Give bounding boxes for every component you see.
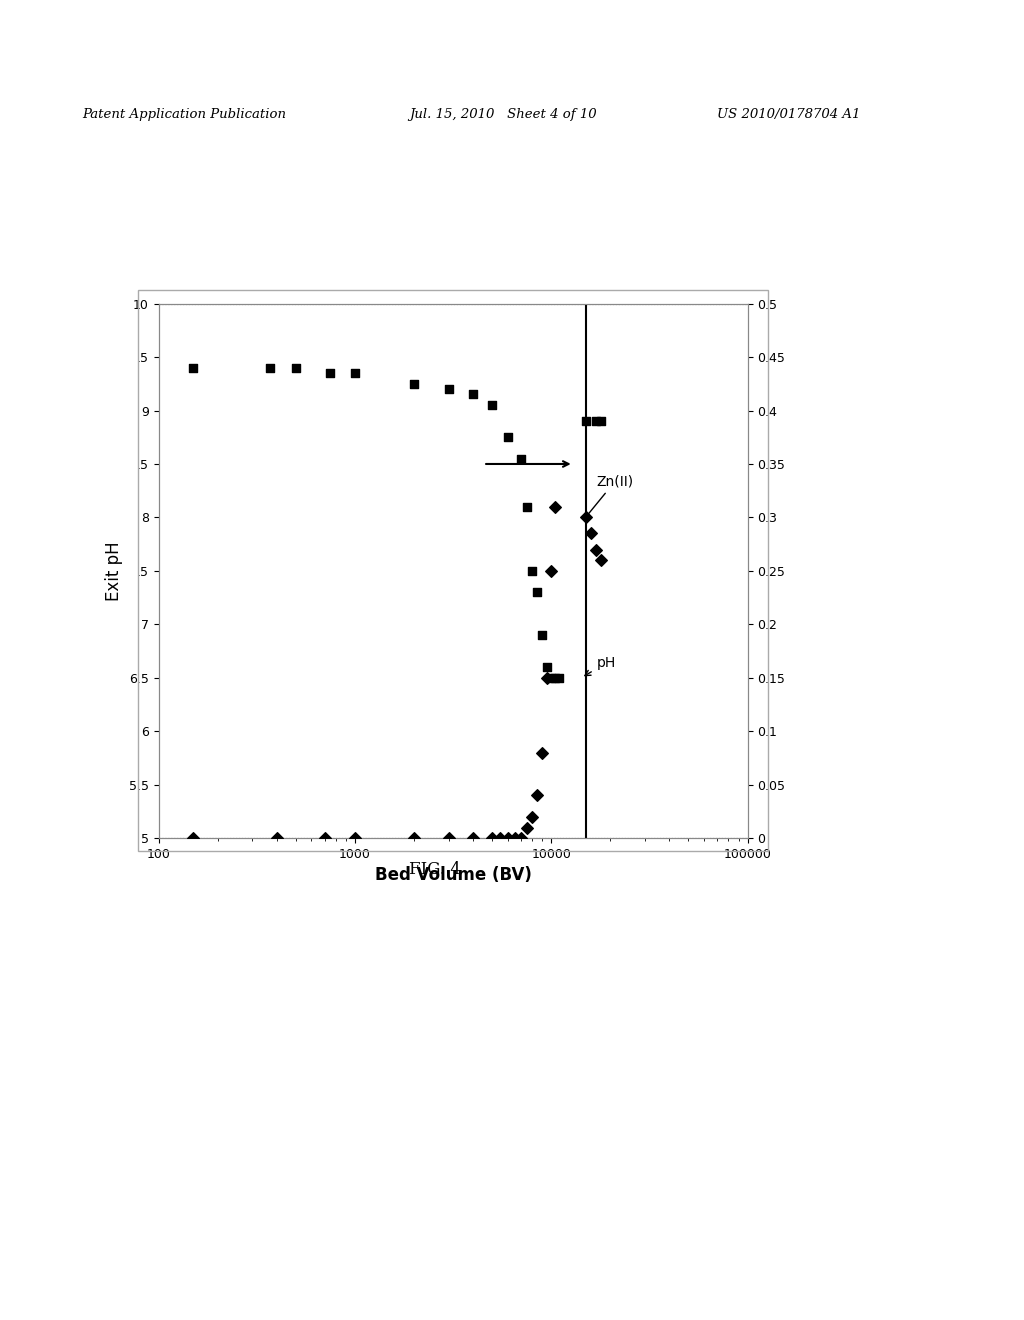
Point: [440, 379, 457, 400]
Point: [524, 807, 541, 828]
Text: Zn(II): Zn(II): [584, 474, 634, 520]
Point: [518, 496, 535, 517]
Point: [465, 384, 481, 405]
Point: [484, 395, 501, 416]
X-axis label: Bed Volume (BV): Bed Volume (BV): [375, 866, 531, 884]
Point: [268, 828, 285, 849]
Point: [543, 561, 559, 582]
Point: [578, 507, 594, 528]
Point: [529, 785, 546, 807]
Point: [316, 828, 333, 849]
Point: [347, 828, 364, 849]
Point: [506, 828, 522, 849]
Point: [529, 582, 546, 603]
Point: [535, 742, 551, 763]
Point: [493, 828, 509, 849]
Text: Jul. 15, 2010   Sheet 4 of 10: Jul. 15, 2010 Sheet 4 of 10: [410, 108, 597, 121]
Point: [578, 411, 594, 432]
Point: [518, 817, 535, 838]
Point: [185, 358, 202, 379]
Point: [547, 496, 563, 517]
Y-axis label: Exit pH: Exit pH: [105, 541, 124, 601]
Point: [589, 411, 605, 432]
Text: pH: pH: [585, 656, 615, 676]
Point: [539, 656, 555, 677]
Point: [484, 828, 501, 849]
Point: [543, 667, 559, 689]
Point: [500, 426, 516, 447]
Point: [440, 828, 457, 849]
Point: [539, 668, 555, 689]
Point: [524, 561, 541, 582]
Point: [593, 411, 609, 432]
Point: [583, 523, 599, 544]
Point: [500, 828, 516, 849]
Point: [547, 667, 563, 689]
Point: [551, 667, 567, 689]
Point: [406, 828, 422, 849]
Text: FIG. 4: FIG. 4: [410, 861, 461, 878]
Point: [513, 447, 529, 469]
Point: [535, 624, 551, 645]
Point: [513, 828, 529, 849]
Point: [593, 549, 609, 570]
Text: US 2010/0178704 A1: US 2010/0178704 A1: [717, 108, 860, 121]
Point: [347, 363, 364, 384]
Point: [185, 828, 202, 849]
Point: [406, 374, 422, 395]
Point: [288, 358, 304, 379]
Point: [323, 363, 339, 384]
Point: [262, 358, 279, 379]
Text: Patent Application Publication: Patent Application Publication: [82, 108, 286, 121]
Point: [465, 828, 481, 849]
Point: [589, 539, 605, 560]
